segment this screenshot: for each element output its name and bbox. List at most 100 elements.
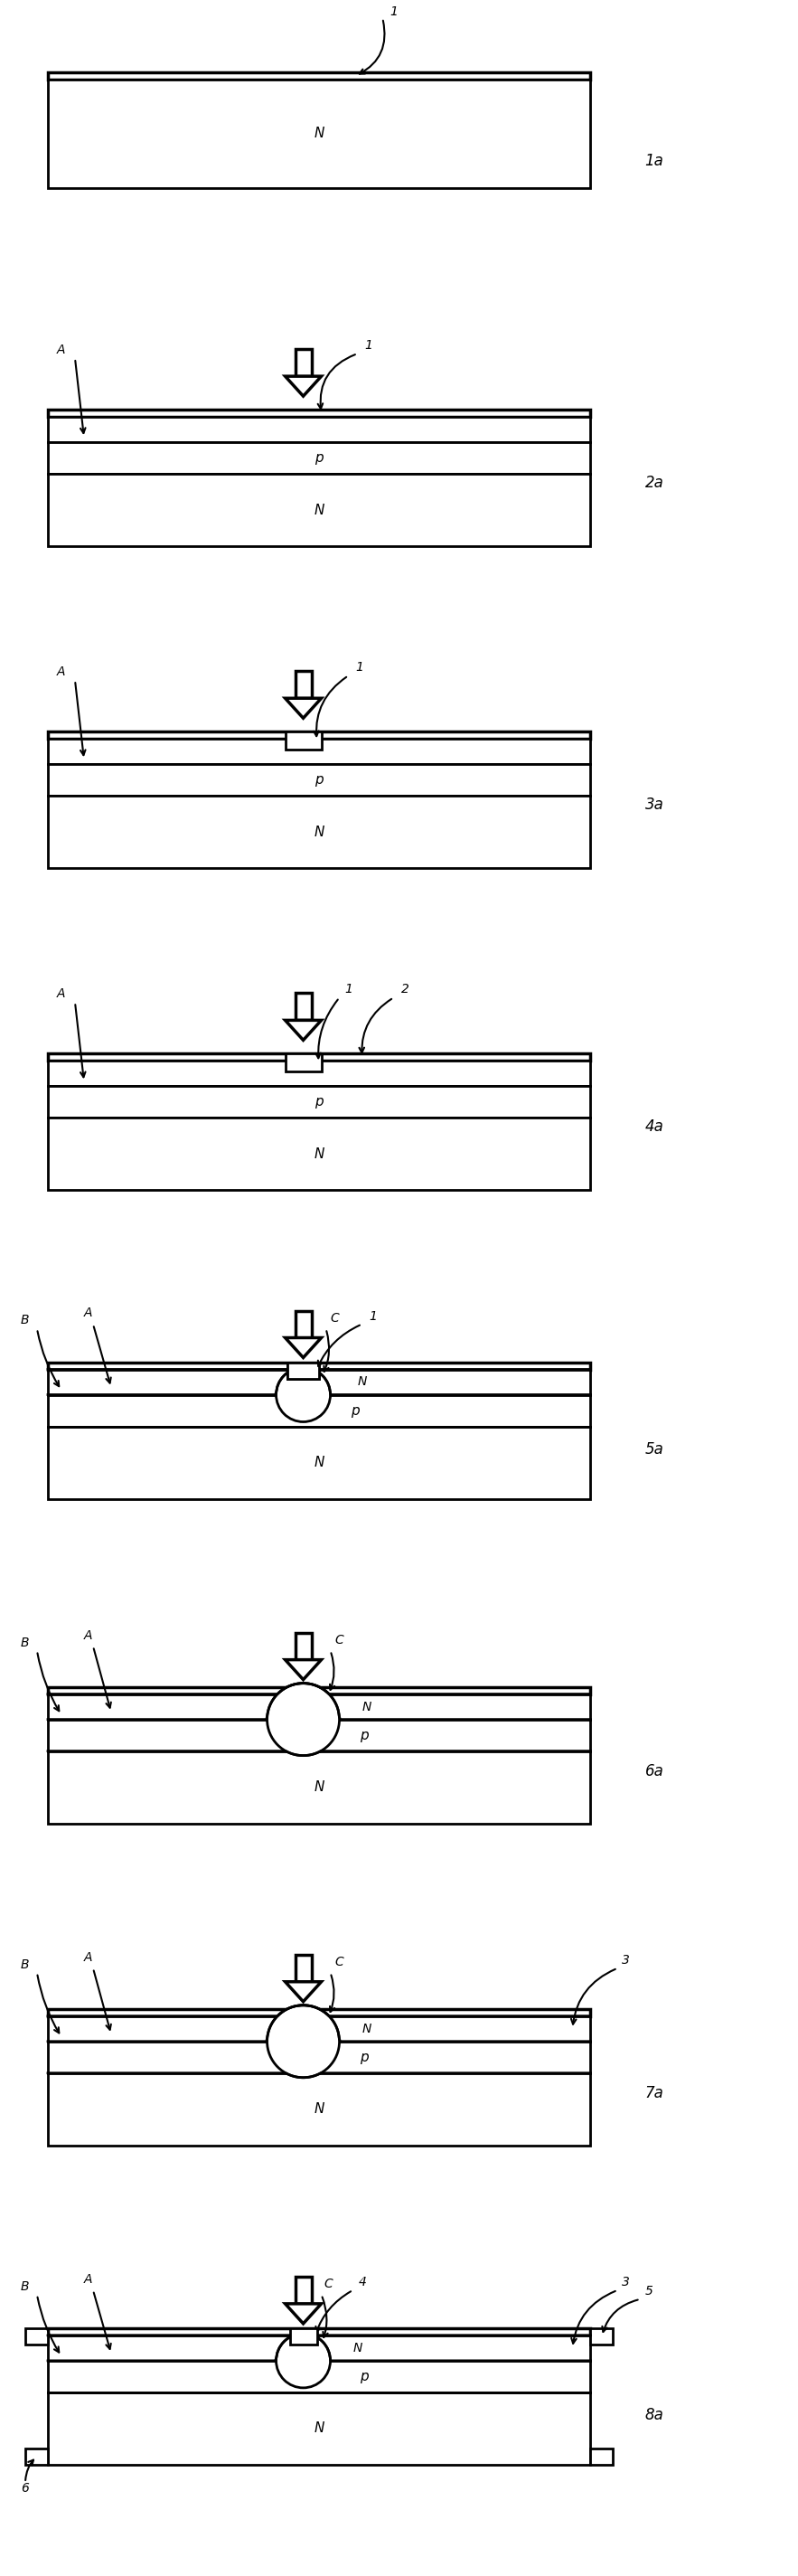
Text: A: A (57, 987, 65, 999)
Bar (48, 1695, 591, 1718)
Text: C: C (335, 1955, 344, 1968)
Text: 1a: 1a (645, 152, 664, 170)
Text: C: C (324, 2277, 333, 2290)
Polygon shape (285, 698, 322, 719)
Bar (48, 72, 591, 80)
Bar (48, 2017, 591, 2040)
Bar (48, 474, 591, 546)
Text: N: N (314, 824, 324, 840)
Bar (48, 1687, 591, 1695)
Text: N: N (314, 1146, 324, 1162)
Text: B: B (21, 1958, 30, 1971)
Text: 5a: 5a (645, 1440, 664, 1458)
Text: 6: 6 (21, 2481, 29, 2494)
Polygon shape (285, 1020, 322, 1041)
Polygon shape (285, 2303, 322, 2324)
Text: B: B (21, 1636, 30, 1649)
Bar (285, 732, 322, 750)
Bar (295, 1633, 311, 1659)
Text: 5: 5 (645, 2285, 653, 2298)
Bar (48, 1427, 591, 1499)
Polygon shape (285, 1659, 322, 1680)
Bar (285, 1054, 322, 1072)
Text: N: N (362, 2022, 371, 2035)
Circle shape (267, 1682, 339, 1757)
Bar (287, 1363, 319, 1378)
Bar (48, 2040, 591, 2074)
Text: N: N (314, 1455, 324, 1468)
Text: N: N (314, 502, 324, 518)
Bar (48, 2393, 591, 2465)
Bar (48, 1370, 591, 1394)
Bar (295, 1955, 311, 1981)
Text: 4a: 4a (645, 1118, 664, 1136)
Text: N: N (314, 2102, 324, 2115)
Polygon shape (285, 1981, 322, 2002)
Bar (48, 2074, 591, 2146)
Bar (295, 672, 311, 698)
Text: 7a: 7a (645, 2084, 664, 2102)
Text: N: N (314, 2421, 324, 2434)
Bar (295, 2277, 311, 2303)
Text: 1: 1 (356, 662, 364, 675)
Bar (48, 1054, 591, 1061)
Text: A: A (57, 665, 65, 677)
Bar (48, 443, 591, 474)
Text: p: p (360, 1728, 369, 1741)
Text: A: A (84, 1306, 93, 1319)
Text: B: B (21, 1314, 30, 1327)
Text: N: N (362, 1700, 371, 1713)
Text: p: p (315, 1095, 323, 1108)
Bar (48, 2336, 591, 2360)
Circle shape (267, 2004, 339, 2079)
Bar (48, 2009, 591, 2017)
Circle shape (276, 1368, 330, 1422)
Text: 6a: 6a (645, 1762, 664, 1780)
Text: 4: 4 (358, 2275, 366, 2287)
Bar (48, 1718, 591, 1752)
Bar (48, 1752, 591, 1824)
Bar (48, 796, 591, 868)
Text: N: N (358, 1376, 367, 1388)
Bar (295, 1311, 311, 1337)
Circle shape (276, 2334, 330, 2388)
Text: p: p (351, 1404, 360, 1417)
Text: 1: 1 (369, 1309, 377, 1321)
Bar (48, 1087, 591, 1118)
Polygon shape (285, 1337, 322, 1358)
Bar (26, 2329, 48, 2344)
Bar (48, 765, 591, 796)
Bar (48, 1118, 591, 1190)
Bar (48, 2329, 591, 2336)
Text: N: N (353, 2342, 362, 2354)
Bar (48, 417, 591, 443)
Text: 3a: 3a (645, 796, 664, 814)
Text: p: p (315, 451, 323, 464)
Bar (591, 2329, 613, 2344)
Bar (295, 994, 311, 1020)
Text: A: A (57, 343, 65, 355)
Bar (287, 1363, 319, 1378)
Bar (48, 1394, 591, 1427)
Bar (48, 739, 591, 765)
Bar (48, 732, 591, 739)
Text: B: B (21, 2280, 30, 2293)
Text: 2a: 2a (645, 474, 664, 492)
Bar (48, 80, 591, 188)
Text: 8a: 8a (645, 2406, 664, 2424)
Bar (48, 1061, 591, 1087)
Text: A: A (84, 1950, 93, 1963)
Bar (48, 410, 591, 417)
Text: p: p (360, 2370, 369, 2383)
Text: N: N (314, 1780, 324, 1793)
Text: 1: 1 (365, 340, 373, 353)
Text: 3: 3 (622, 1953, 630, 1965)
Text: 2: 2 (401, 984, 409, 997)
Bar (48, 1363, 591, 1370)
Text: p: p (360, 2050, 369, 2063)
Bar (48, 2360, 591, 2393)
Bar (295, 350, 311, 376)
Text: A: A (84, 2272, 93, 2285)
Text: 1: 1 (345, 984, 353, 997)
Polygon shape (285, 376, 322, 397)
